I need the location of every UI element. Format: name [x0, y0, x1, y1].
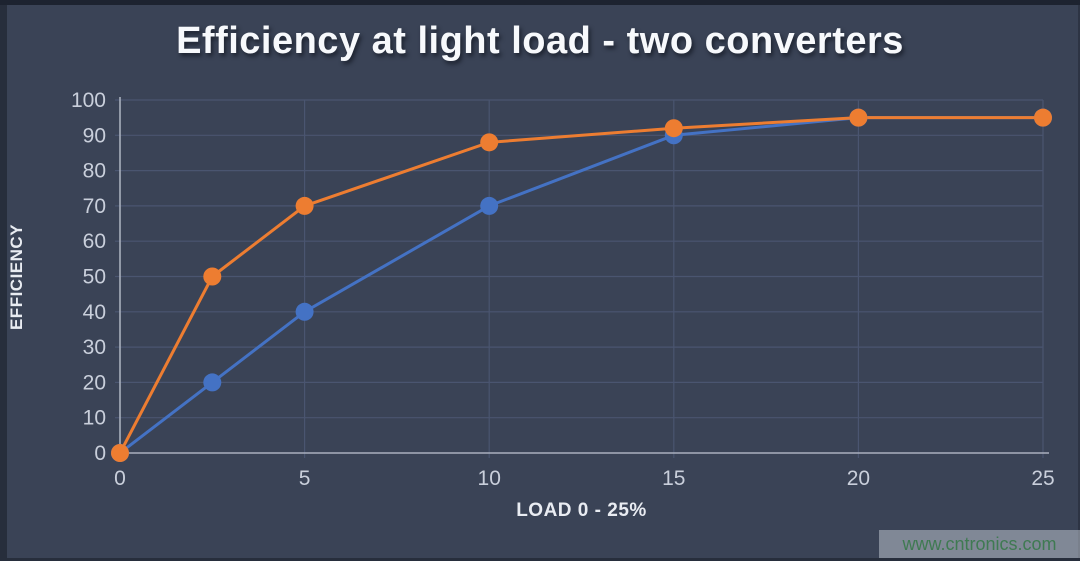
data-point-converter-orange: [480, 133, 499, 152]
x-tick-label: 10: [478, 467, 501, 490]
y-tick-label: 60: [83, 230, 106, 253]
y-tick-label: 0: [94, 442, 106, 465]
y-axis-title: EFFICIENCY: [7, 223, 26, 331]
data-point-converter-orange: [664, 119, 683, 138]
y-tick-label: 10: [83, 407, 106, 430]
data-point-converter-orange: [111, 444, 129, 462]
data-point-converter-blue: [480, 196, 499, 215]
y-tick-label: 40: [83, 301, 106, 324]
x-tick-label: 20: [847, 467, 870, 490]
y-tick-label: 90: [83, 124, 106, 147]
data-point-converter-blue: [203, 373, 222, 392]
y-tick-label: 30: [83, 336, 106, 359]
data-point-converter-orange: [203, 267, 222, 286]
x-tick-label: 5: [299, 467, 311, 490]
x-tick-label: 15: [662, 467, 685, 490]
series-line-converter-orange: [118, 116, 1045, 455]
y-tick-label: 70: [83, 195, 106, 218]
x-tick-label: 25: [1031, 467, 1054, 490]
data-point-converter-orange: [1034, 108, 1052, 127]
chart-title: Efficiency at light load - two converter…: [176, 20, 904, 62]
data-point-converter-orange: [295, 196, 314, 215]
y-tick-label: 80: [83, 160, 106, 183]
y-tick-label: 20: [83, 371, 106, 394]
y-tick-label: 50: [83, 266, 106, 289]
x-axis-title: LOAD 0 - 25%: [516, 500, 647, 521]
watermark: www.cntronics.com: [879, 530, 1080, 558]
data-point-converter-blue: [295, 302, 314, 321]
data-point-converter-orange: [849, 108, 868, 127]
y-tick-label: 100: [71, 89, 106, 112]
x-tick-label: 0: [114, 467, 126, 490]
series-line-converter-blue: [118, 116, 1045, 455]
